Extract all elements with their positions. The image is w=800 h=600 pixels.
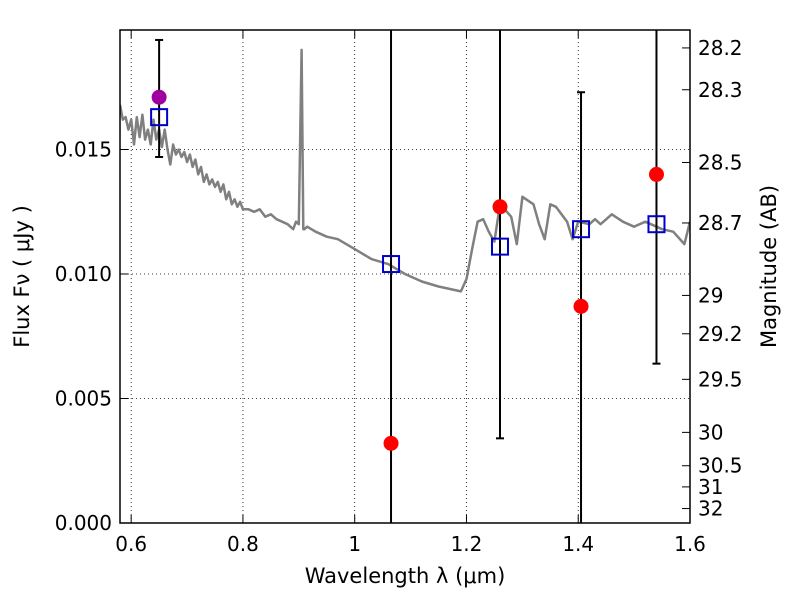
observed-flux-point [151,89,167,105]
right-tick-label: 29 [698,283,723,307]
y-tick-label: 0.015 [55,138,112,162]
right-tick-label: 28.3 [698,78,743,102]
plot-frame [119,29,691,524]
right-tick-label: 31 [698,475,723,499]
model-points-layer [150,108,666,274]
right-tick-label: 29.5 [698,367,743,391]
model-flux-point [150,108,169,127]
model-flux-point [572,220,591,239]
right-tick-label: 30 [698,420,723,444]
right-tick-label: 28.2 [698,36,743,60]
observed-flux-point [648,166,664,182]
model-flux-point [647,215,666,234]
right-tick-label: 28.7 [698,211,743,235]
model-spectrum-layer [120,48,690,293]
grid [120,30,691,524]
x-tick-label: 1.4 [562,532,594,556]
x-tick-label: 1.2 [451,532,483,556]
x-tick-label: 0.8 [227,532,259,556]
model-flux-point [491,237,509,256]
observed-flux-point [573,298,589,314]
model-flux-point [382,255,401,274]
x-axis-ticks: 0.6 0.8 1 1.2 1.4 1.6 [115,30,706,556]
y-tick-label: 0.000 [55,511,112,535]
model-spectrum-line [120,48,690,293]
right-axis-label: Magnitude (AB) [757,185,781,348]
observed-points-layer [151,89,664,451]
right-tick-label: 30.5 [698,454,743,478]
y-tick-label: 0.005 [55,387,112,411]
x-tick-label: 1 [348,532,361,556]
x-tick-label: 0.6 [115,532,147,556]
y-axis-ticks: 0.000 0.005 0.010 0.015 [55,138,128,535]
observed-flux-point [492,199,508,215]
right-tick-label: 29.2 [698,322,743,346]
right-tick-label: 32 [698,497,723,521]
y-tick-label: 0.010 [55,262,112,286]
observed-flux-point [383,435,399,451]
x-axis-label: Wavelength λ (μm) [305,564,506,588]
right-tick-label: 28.5 [698,150,743,174]
x-tick-label: 1.6 [674,532,706,556]
y-axis-label: Flux Fν ( μJy ) [10,205,34,348]
